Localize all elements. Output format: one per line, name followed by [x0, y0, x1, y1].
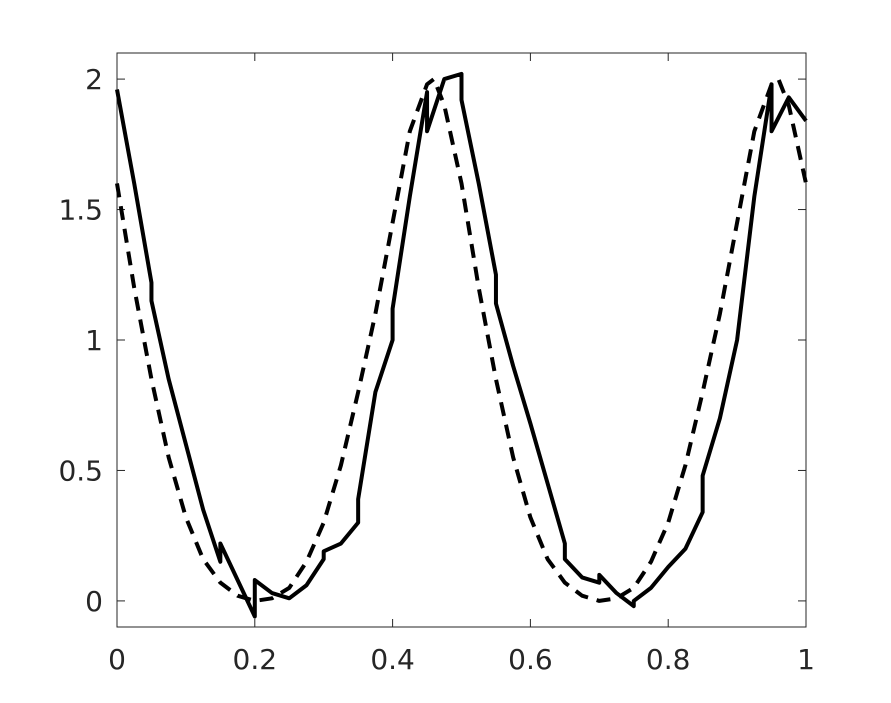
plot-frame [116, 52, 807, 628]
y-tick-label: 0 [85, 585, 103, 618]
y-tick-label: 2 [85, 63, 103, 96]
x-tick-label: 0 [108, 643, 126, 676]
x-tick-label: 0.4 [370, 643, 415, 676]
x-tick-label: 0.8 [646, 643, 691, 676]
x-tick-label: 0.6 [508, 643, 553, 676]
y-tick-label: 1.5 [58, 194, 103, 227]
x-tick-label: 0.2 [233, 643, 278, 676]
y-tick-label: 1 [85, 324, 103, 357]
solid-line [115, 71, 808, 619]
dashed-line [115, 77, 808, 603]
y-tick-label: 0.5 [58, 454, 103, 487]
x-tick-label: 1 [797, 643, 815, 676]
